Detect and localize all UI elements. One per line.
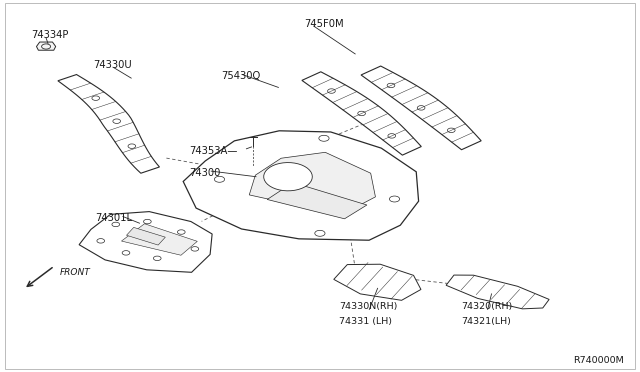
Polygon shape [361, 66, 481, 150]
Text: 74300: 74300 [189, 168, 220, 178]
Polygon shape [79, 212, 212, 272]
Polygon shape [249, 152, 376, 215]
Polygon shape [183, 131, 419, 240]
Text: 74321(LH): 74321(LH) [461, 317, 511, 326]
Polygon shape [36, 42, 56, 50]
Polygon shape [127, 227, 165, 245]
Text: 74330N(RH): 74330N(RH) [339, 302, 397, 311]
Text: 74331 (LH): 74331 (LH) [339, 317, 392, 326]
Text: 74330U: 74330U [93, 60, 132, 70]
Polygon shape [302, 72, 421, 155]
Polygon shape [264, 163, 312, 191]
Text: 74334P: 74334P [31, 31, 68, 40]
Polygon shape [334, 264, 421, 300]
Polygon shape [267, 183, 367, 219]
Polygon shape [446, 275, 549, 309]
Text: R740000M: R740000M [573, 356, 624, 365]
Text: 75430Q: 75430Q [221, 71, 260, 81]
Text: 74301L: 74301L [95, 213, 132, 222]
Text: 745F0M: 745F0M [304, 19, 344, 29]
Text: FRONT: FRONT [60, 268, 90, 277]
Text: 74353A—: 74353A— [189, 146, 237, 155]
Polygon shape [122, 224, 197, 255]
Polygon shape [58, 74, 159, 173]
Text: 74320(RH): 74320(RH) [461, 302, 512, 311]
